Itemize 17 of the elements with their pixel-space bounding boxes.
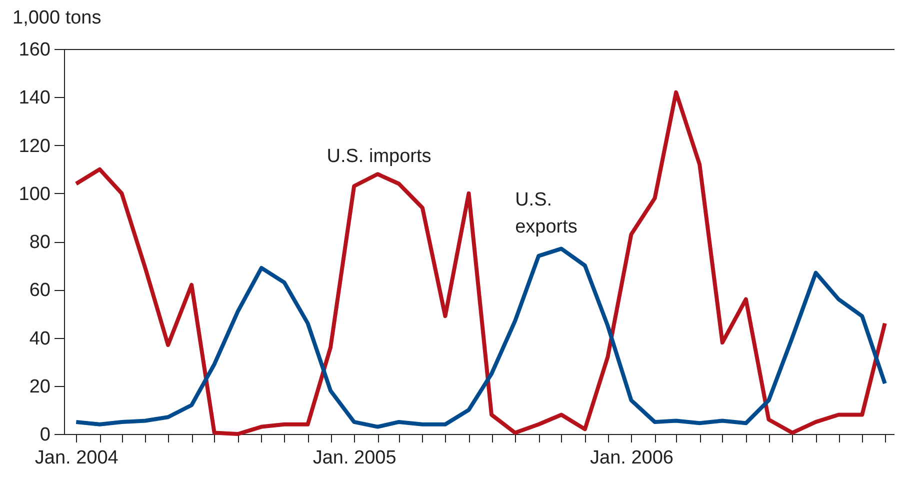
y-tick-label: 120 — [18, 136, 50, 157]
y-tick-label: 0 — [40, 424, 50, 446]
series-label: U.S. exports — [515, 189, 578, 238]
x-tick-label: Jan. 2005 — [312, 448, 396, 468]
y-tick-label: 40 — [29, 328, 50, 350]
y-tick-label: 60 — [29, 280, 50, 302]
y-tick-label: 80 — [29, 232, 50, 253]
line-series — [74, 90, 887, 436]
y-tick-label: 140 — [18, 88, 50, 109]
y-axis-title: 1,000 tons — [12, 8, 102, 28]
line-series — [74, 246, 887, 429]
x-tick-label: Jan. 2006 — [590, 448, 674, 468]
x-tick-label: Jan. 2004 — [34, 448, 119, 468]
y-tick-label: 100 — [18, 184, 50, 205]
series-label: U.S. imports — [326, 146, 432, 168]
y-tick-label: 160 — [18, 40, 50, 60]
y-tick-label: 20 — [29, 376, 50, 398]
